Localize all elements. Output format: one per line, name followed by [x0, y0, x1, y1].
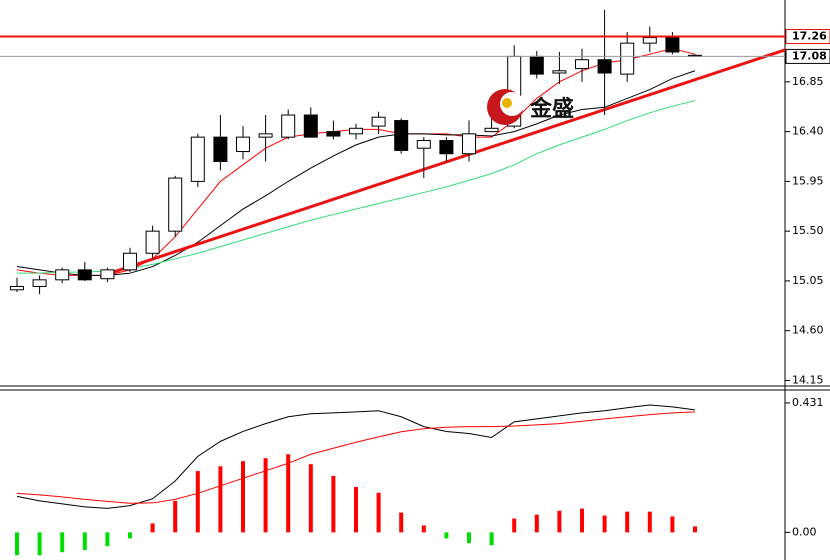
candle-body — [484, 127, 499, 133]
candle-body — [32, 279, 47, 287]
candle-body — [10, 285, 24, 291]
histogram-bar — [105, 532, 110, 547]
candle-body — [642, 37, 657, 44]
y-tick-label: 16.40 — [792, 125, 824, 138]
indicator-line — [16, 404, 696, 509]
histogram-bar — [557, 510, 562, 533]
candle-body — [394, 120, 409, 151]
histogram-bar — [670, 516, 675, 533]
y-tick-label: 15.05 — [792, 274, 824, 287]
histogram-bar — [82, 532, 87, 551]
candle-body — [462, 133, 476, 155]
histogram-bar — [421, 525, 426, 533]
histogram-bar — [15, 532, 19, 556]
logo — [487, 89, 524, 125]
candle-body — [597, 59, 612, 74]
y-tick-label: 0.431 — [792, 396, 824, 409]
histogram-bar — [354, 487, 358, 533]
histogram-bar — [263, 458, 268, 533]
candle-body — [100, 269, 115, 280]
histogram-bar — [331, 475, 336, 533]
histogram-bar — [534, 514, 539, 533]
candle-body — [665, 37, 680, 53]
histogram-bar — [37, 532, 42, 556]
histogram-bar — [128, 532, 132, 539]
candle-body — [529, 55, 544, 75]
histogram-bar — [467, 532, 471, 544]
candle-body — [552, 70, 567, 74]
watermark: 金盛 — [529, 96, 574, 122]
candle-body — [303, 114, 318, 138]
y-tick-label: 0.00 — [792, 525, 817, 538]
candle-body — [371, 116, 386, 127]
histogram-bar — [241, 461, 245, 533]
histogram-bar — [625, 511, 630, 533]
candle-body — [55, 269, 70, 281]
candle-body — [349, 127, 363, 135]
histogram-bar — [376, 492, 381, 533]
histogram-bar — [512, 518, 517, 533]
candle-body — [168, 177, 183, 232]
histogram-bar — [489, 532, 494, 546]
y-tick-label: 14.60 — [792, 324, 824, 337]
trend-line — [99, 48, 786, 278]
candle-body — [123, 252, 137, 271]
candle-body — [575, 59, 589, 70]
candle-body — [416, 139, 431, 149]
histogram-bar — [444, 532, 449, 539]
histogram-bar — [150, 523, 155, 533]
candle-body — [77, 269, 92, 281]
candle-body — [326, 131, 341, 137]
indicator-line — [16, 411, 696, 504]
candle-body — [620, 42, 635, 75]
y-tick-label: 16.85 — [792, 75, 824, 88]
histogram-bar — [693, 526, 697, 533]
y-tick-label: 14.15 — [792, 373, 824, 386]
price-label: 17.26 — [792, 29, 827, 42]
histogram-bar — [308, 464, 313, 533]
histogram-bar — [602, 515, 607, 533]
candle-body — [190, 136, 205, 182]
histogram-bar — [60, 532, 65, 553]
candle-body — [145, 230, 160, 254]
histogram-bar — [286, 454, 291, 533]
price-label: 17.08 — [792, 49, 827, 62]
indicator-line — [16, 70, 696, 276]
histogram-bar — [173, 500, 178, 533]
price-label-box — [785, 28, 830, 44]
candle-body — [258, 133, 273, 138]
histogram-bar — [580, 508, 584, 533]
price-label-box — [785, 48, 830, 64]
candle-body — [439, 139, 454, 155]
y-tick-label: 15.50 — [792, 224, 824, 237]
y-tick-label: 15.95 — [792, 174, 824, 187]
histogram-bar — [195, 471, 200, 533]
candle-body — [281, 114, 296, 138]
histogram-bar — [399, 512, 404, 533]
candle-body — [213, 136, 228, 162]
histogram-bar — [218, 466, 223, 533]
histogram-bar — [647, 511, 652, 533]
candle-body — [236, 136, 250, 153]
